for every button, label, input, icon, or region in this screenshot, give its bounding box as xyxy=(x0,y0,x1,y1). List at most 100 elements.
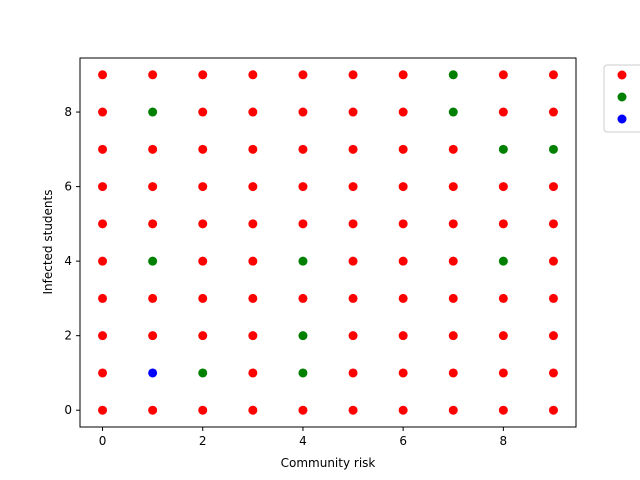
scatter-point-red xyxy=(148,293,158,303)
scatter-point-green xyxy=(448,107,458,117)
scatter-point-red xyxy=(298,70,308,80)
scatter-point-red xyxy=(248,293,258,303)
scatter-point-red xyxy=(448,405,458,415)
y-axis-label: Infected students xyxy=(41,190,55,295)
scatter-point-red xyxy=(348,405,358,415)
legend-marker xyxy=(617,92,627,102)
scatter-point-red xyxy=(498,182,508,192)
scatter-point-red xyxy=(398,256,408,266)
y-tick-label: 8 xyxy=(64,105,72,119)
legend-marker xyxy=(617,70,627,80)
scatter-point-green xyxy=(148,256,158,266)
scatter-point-red xyxy=(248,182,258,192)
scatter-point-red xyxy=(298,293,308,303)
x-tick-label: 6 xyxy=(399,434,407,448)
scatter-point-red xyxy=(98,144,108,154)
legend-marker xyxy=(617,114,627,124)
scatter-point-red xyxy=(348,256,358,266)
scatter-point-red xyxy=(148,219,158,229)
scatter-point-red xyxy=(498,405,508,415)
scatter-point-red xyxy=(148,70,158,80)
scatter-point-red xyxy=(398,144,408,154)
scatter-point-red xyxy=(548,182,558,192)
scatter-point-red xyxy=(298,144,308,154)
scatter-point-red xyxy=(198,331,208,341)
scatter-point-red xyxy=(148,144,158,154)
scatter-point-red xyxy=(298,182,308,192)
scatter-point-red xyxy=(198,293,208,303)
scatter-point-red xyxy=(248,219,258,229)
scatter-point-red xyxy=(398,405,408,415)
scatter-point-red xyxy=(548,331,558,341)
scatter-point-red xyxy=(398,219,408,229)
scatter-point-red xyxy=(98,256,108,266)
scatter-point-red xyxy=(198,144,208,154)
x-tick-label: 8 xyxy=(500,434,508,448)
scatter-point-red xyxy=(548,70,558,80)
scatter-point-red xyxy=(548,256,558,266)
scatter-point-red xyxy=(448,219,458,229)
scatter-point-red xyxy=(548,107,558,117)
scatter-point-red xyxy=(198,70,208,80)
scatter-point-red xyxy=(248,70,258,80)
x-axis-label: Community risk xyxy=(281,456,376,470)
scatter-point-red xyxy=(148,331,158,341)
scatter-point-red xyxy=(298,405,308,415)
scatter-point-red xyxy=(198,256,208,266)
scatter-point-red xyxy=(448,182,458,192)
scatter-point-green xyxy=(498,256,508,266)
scatter-point-red xyxy=(148,182,158,192)
scatter-point-red xyxy=(398,182,408,192)
scatter-point-red xyxy=(348,293,358,303)
scatter-point-red xyxy=(398,107,408,117)
scatter-point-red xyxy=(448,368,458,378)
y-tick-label: 6 xyxy=(64,180,72,194)
scatter-point-red xyxy=(398,293,408,303)
scatter-point-red xyxy=(498,219,508,229)
scatter-point-red xyxy=(548,368,558,378)
scatter-point-red xyxy=(498,331,508,341)
scatter-point-red xyxy=(98,182,108,192)
scatter-point-red xyxy=(98,219,108,229)
scatter-point-red xyxy=(148,405,158,415)
scatter-point-red xyxy=(198,107,208,117)
scatter-point-red xyxy=(248,144,258,154)
scatter-point-red xyxy=(348,368,358,378)
scatter-point-green xyxy=(148,107,158,117)
y-tick-label: 0 xyxy=(64,403,72,417)
scatter-point-blue xyxy=(148,368,158,378)
scatter-point-red xyxy=(98,368,108,378)
scatter-point-red xyxy=(348,331,358,341)
y-tick-label: 4 xyxy=(64,254,72,268)
scatter-point-red xyxy=(198,405,208,415)
scatter-point-red xyxy=(198,219,208,229)
scatter-point-green xyxy=(548,144,558,154)
scatter-point-red xyxy=(98,107,108,117)
scatter-point-red xyxy=(548,293,558,303)
scatter-point-red xyxy=(98,331,108,341)
scatter-point-red xyxy=(548,405,558,415)
scatter-point-red xyxy=(198,182,208,192)
x-tick-label: 2 xyxy=(199,434,207,448)
scatter-point-red xyxy=(448,293,458,303)
scatter-point-red xyxy=(498,107,508,117)
scatter-point-red xyxy=(248,107,258,117)
scatter-point-red xyxy=(498,70,508,80)
scatter-point-red xyxy=(248,331,258,341)
scatter-point-green xyxy=(198,368,208,378)
scatter-point-red xyxy=(248,368,258,378)
scatter-point-red xyxy=(98,70,108,80)
scatter-point-red xyxy=(348,144,358,154)
scatter-point-red xyxy=(348,182,358,192)
x-axis-ticks: 0 2 4 6 8 xyxy=(99,427,507,448)
plot-frame xyxy=(79,57,577,428)
scatter-point-red xyxy=(348,70,358,80)
y-axis-ticks: 0 2 4 6 8 xyxy=(64,105,80,417)
x-tick-label: 0 xyxy=(99,434,107,448)
scatter-point-red xyxy=(498,368,508,378)
scatter-point-red xyxy=(448,331,458,341)
scatter-point-red xyxy=(248,405,258,415)
scatter-point-red xyxy=(398,70,408,80)
